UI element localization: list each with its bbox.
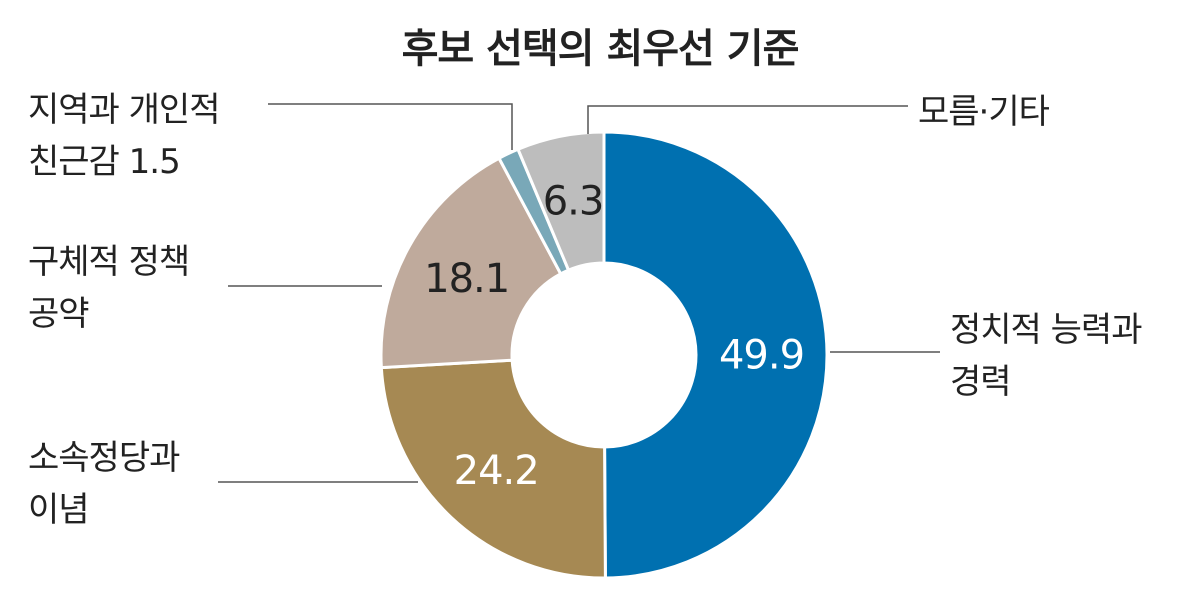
leader-line-regional-familiarity	[268, 103, 513, 150]
value-label-party-ideology: 24.2	[454, 448, 539, 494]
label-policy-pledge-line2: 공약	[28, 294, 90, 334]
label-regional-familiarity-line2: 친근감 1.5	[28, 142, 181, 182]
label-political-ability-line2: 경력	[950, 362, 1012, 402]
label-regional-familiarity: 지역과 개인적 친근감 1.5	[28, 84, 220, 188]
label-regional-familiarity-line1: 지역과 개인적	[28, 90, 220, 130]
label-party-ideology: 소속정당과 이념	[28, 432, 180, 536]
label-party-ideology-line2: 이념	[28, 490, 90, 530]
slice-political-ability	[602, 130, 829, 580]
slice-policy-pledge	[379, 156, 563, 370]
value-label-political-ability: 49.9	[719, 333, 804, 379]
slice-dont-know-other	[516, 130, 606, 273]
value-label-dont-know-other: 6.3	[543, 179, 604, 225]
label-political-ability-line1: 정치적 능력과	[950, 310, 1142, 350]
label-party-ideology-line1: 소속정당과	[28, 438, 180, 478]
label-political-ability: 정치적 능력과 경력	[950, 304, 1142, 408]
label-policy-pledge: 구체적 정책 공약	[28, 236, 190, 340]
leader-line-dont-know-other	[587, 105, 908, 134]
chart-title: 후보 선택의 최우선 기준	[401, 26, 800, 72]
label-dont-know-other-line1: 모름·기타	[918, 92, 1050, 132]
label-dont-know-other: 모름·기타	[918, 86, 1050, 138]
slice-party-ideology	[379, 358, 607, 580]
value-label-policy-pledge: 18.1	[424, 256, 509, 302]
label-policy-pledge-line1: 구체적 정책	[28, 242, 190, 282]
